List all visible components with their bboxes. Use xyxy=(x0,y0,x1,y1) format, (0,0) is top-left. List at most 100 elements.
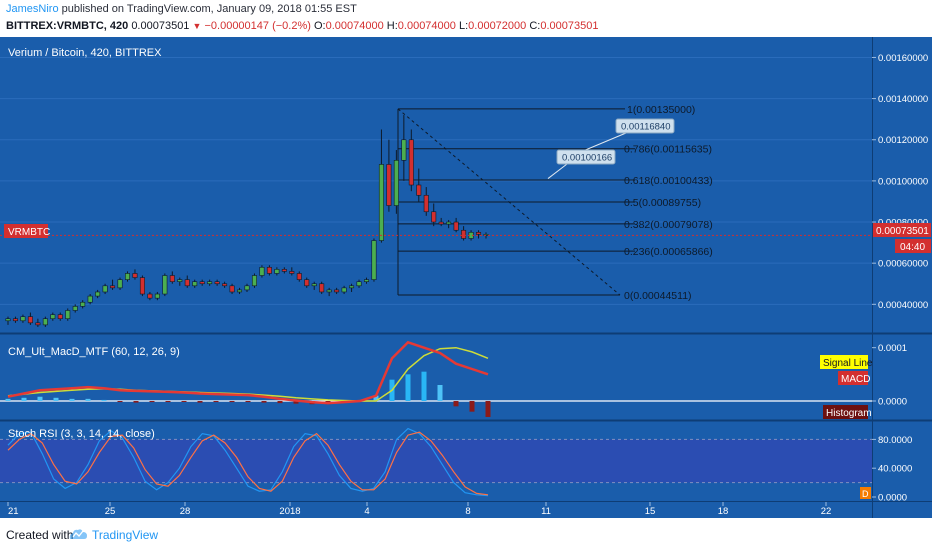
time-axis-label: 11 xyxy=(541,506,551,517)
candle-body xyxy=(87,295,93,303)
candle-body xyxy=(12,318,18,322)
price-axis-area[interactable] xyxy=(872,37,932,518)
candle-body xyxy=(65,310,71,320)
signal-line-tag xyxy=(820,355,868,369)
macd-tag-text: MACD xyxy=(841,374,870,385)
candle-body xyxy=(408,139,414,186)
open-value: 0.00074000 xyxy=(325,20,384,32)
candle-body xyxy=(177,279,183,282)
ohlc-line: BITTREX:VRMBTC, 420 0.00073501 ▼ −0.0000… xyxy=(6,20,598,32)
callout-pointer xyxy=(579,132,627,153)
candle-body xyxy=(132,273,138,278)
candle-body xyxy=(27,316,33,324)
macd-histogram-bar xyxy=(85,398,91,401)
candle-body xyxy=(110,285,116,289)
price-axis-label: 0.00140000 xyxy=(878,94,928,105)
macd-histogram-bar xyxy=(405,374,411,401)
candle-body xyxy=(438,221,444,225)
stoch-d-tag xyxy=(860,487,871,499)
down-arrow-icon: ▼ xyxy=(192,21,202,31)
time-axis-area[interactable] xyxy=(0,501,872,518)
signal-line-tag-text: Signal Line xyxy=(823,358,873,369)
chart-area[interactable]: 1(0.00135000) 0.786(0.00115635) 0.618(0.00… xyxy=(0,37,932,518)
publish-info: published on TradingView.com, January 09… xyxy=(61,3,357,15)
candle-body xyxy=(281,269,287,272)
open-label: O: xyxy=(313,20,326,32)
macd-histogram-bar xyxy=(69,398,75,401)
histogram-tag-text: Histogram xyxy=(826,408,872,419)
macd-axis-label: 0.0001 xyxy=(878,343,907,354)
fib-level-label: 0.382(0.00079078) xyxy=(624,219,713,231)
candle-body xyxy=(371,240,377,280)
macd-histogram-bar xyxy=(293,401,299,404)
price-axis-label: 0.00160000 xyxy=(878,53,928,64)
author-name[interactable]: JamesNiro xyxy=(6,3,59,15)
fib-level-label: 0.5(0.00089755) xyxy=(624,197,701,209)
candle-body xyxy=(401,139,407,161)
macd-histogram-bar xyxy=(485,401,491,417)
stoch-band xyxy=(0,439,872,483)
price-axis-label: 0.00100000 xyxy=(878,176,928,187)
candle-body xyxy=(334,289,340,293)
rsi-axis-label: 40.0000 xyxy=(878,464,912,475)
candle-body xyxy=(229,285,235,293)
price-callout-text: 0.00100166 xyxy=(562,153,612,164)
candle-body xyxy=(393,160,399,206)
candle-body xyxy=(259,266,265,276)
stoch-k-line xyxy=(7,427,489,497)
macd-histogram-bar xyxy=(373,395,379,401)
time-axis-label: 18 xyxy=(718,506,729,517)
chart-svg[interactable]: 1(0.00135000) 0.786(0.00115635) 0.618(0.00… xyxy=(0,37,932,518)
close-label: C: xyxy=(529,20,541,32)
stoch-d-line xyxy=(7,431,489,496)
candle-body xyxy=(35,322,41,326)
countdown-tag xyxy=(895,239,931,253)
candle-body xyxy=(304,279,310,287)
candle-body xyxy=(461,229,467,239)
fib-level-label: 0.618(0.00100433) xyxy=(624,175,713,187)
low-label: L: xyxy=(458,20,469,32)
candle-body xyxy=(386,164,392,206)
macd-pane[interactable] xyxy=(0,334,872,420)
candle-body xyxy=(319,283,325,293)
candle-body xyxy=(244,285,250,291)
candle-body xyxy=(139,277,145,295)
histogram-tag xyxy=(823,405,868,419)
price-change: −0.00000147 (−0.2%) xyxy=(204,20,311,32)
time-axis-label: 2018 xyxy=(279,506,300,517)
candle-body xyxy=(349,285,355,289)
candle-body xyxy=(57,314,63,320)
high-value: 0.00074000 xyxy=(397,20,456,32)
candle-body xyxy=(378,164,384,241)
main-pane-title: Verium / Bitcoin, 420, BITTREX xyxy=(8,47,162,59)
candle-body xyxy=(199,281,205,285)
symbol-interval: BITTREX:VRMBTC, 420 xyxy=(6,20,129,32)
fib-level-label: 1(0.00135000) xyxy=(627,104,695,116)
macd-histogram-bar xyxy=(277,401,283,404)
macd-histogram-bar xyxy=(197,401,203,403)
rsi-pane-title: Stoch RSI (3, 3, 14, 14, close) xyxy=(8,428,155,440)
candle-body xyxy=(453,221,459,231)
macd-histogram-bar xyxy=(453,401,459,407)
macd-histogram-bar xyxy=(5,398,11,401)
candle-body xyxy=(326,289,332,293)
macd-histogram-bar xyxy=(149,401,155,403)
candle-body xyxy=(125,273,131,280)
candle-body xyxy=(102,285,108,293)
rsi-axis-label: 80.0000 xyxy=(878,435,912,446)
macd-histogram-bar xyxy=(437,385,443,401)
countdown-tag-text: 04:40 xyxy=(900,242,925,253)
time-axis-label: 22 xyxy=(821,506,832,517)
candle-body xyxy=(169,275,175,282)
macd-histogram-bar xyxy=(213,401,219,403)
macd-histogram-bar xyxy=(245,401,251,403)
candle-body xyxy=(162,275,168,295)
tradingview-brand-link[interactable]: TradingView xyxy=(92,528,159,542)
candle-body xyxy=(214,281,220,285)
candle-body xyxy=(251,275,257,287)
candle-body xyxy=(446,221,452,225)
price-pane[interactable] xyxy=(0,37,872,333)
candle-body xyxy=(416,184,422,196)
macd-histogram-bar xyxy=(181,401,187,402)
candle-body xyxy=(423,194,429,213)
